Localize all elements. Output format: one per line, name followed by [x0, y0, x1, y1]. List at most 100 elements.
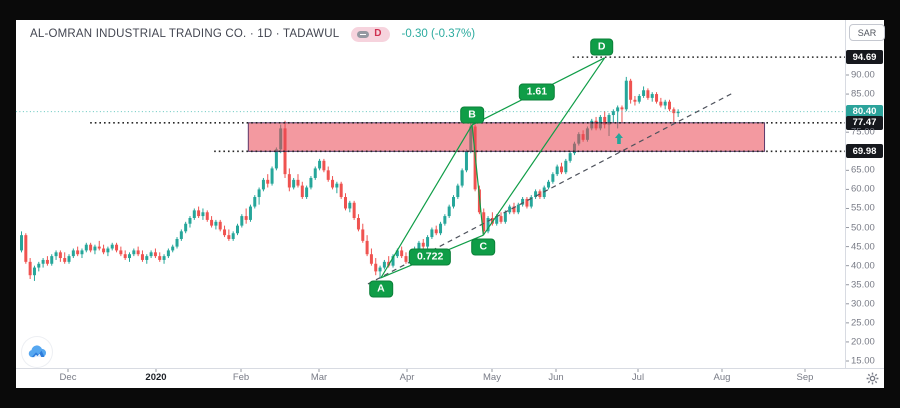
price-tick-label: 55.00 — [851, 202, 875, 214]
price-level-label: 77.47 — [846, 115, 883, 130]
candle-body — [551, 174, 555, 182]
price-scale-separator — [845, 20, 846, 368]
candle-body — [352, 202, 356, 218]
candle-body — [257, 189, 261, 198]
candle-body — [421, 242, 425, 247]
candle-body — [495, 216, 499, 224]
candle-body — [89, 244, 93, 251]
price-tick-label: 65.00 — [851, 164, 875, 176]
candle-body — [603, 116, 607, 125]
candle-body — [404, 256, 408, 262]
candle-body — [356, 217, 360, 230]
trendline-dashed[interactable] — [367, 92, 734, 285]
pattern-point-label-C[interactable]: C — [471, 238, 496, 256]
candle-body — [140, 254, 144, 260]
candle-body — [400, 250, 404, 257]
candle-body — [274, 149, 278, 169]
candle-body — [97, 246, 101, 249]
candle-body — [37, 263, 41, 268]
candle-body — [32, 267, 36, 276]
candle-body — [426, 237, 430, 247]
pattern-line-BC[interactable] — [471, 124, 484, 236]
pattern-line-AB[interactable] — [380, 124, 473, 279]
candle-body — [382, 261, 386, 268]
candle-body — [568, 153, 572, 161]
symbol-title: AL-OMRAN INDUSTRIAL TRADING CO. · 1D · T… — [30, 28, 340, 40]
candle-body — [197, 210, 201, 217]
candle-body — [369, 254, 373, 264]
candle-body — [45, 259, 49, 264]
price-tick-label: 15.00 — [851, 355, 875, 367]
candle-body — [287, 174, 291, 188]
candle-body — [335, 183, 339, 188]
candle-body — [503, 212, 507, 222]
candle-body — [560, 166, 563, 173]
candle-body — [512, 206, 516, 213]
settings-gear-button[interactable] — [863, 371, 881, 385]
price-tick-label: 30.00 — [851, 298, 875, 310]
candle-body — [322, 160, 326, 171]
candle-body — [447, 206, 451, 217]
pattern-point-label-A[interactable]: A — [369, 280, 393, 298]
candle-body — [20, 235, 23, 251]
candle-body — [244, 216, 248, 220]
currency-button[interactable]: SAR — [849, 24, 885, 41]
time-label-Apr: Apr — [399, 372, 415, 383]
supply-zone-rectangle[interactable] — [247, 122, 766, 152]
candle-body — [248, 206, 252, 220]
pattern-point-label-D[interactable]: D — [589, 38, 614, 56]
candle-body — [637, 95, 641, 102]
arrow-up-marker — [614, 132, 623, 144]
minimize-icon — [357, 30, 370, 38]
tradingview-logo[interactable] — [22, 337, 52, 367]
candle-body — [115, 244, 119, 251]
candle-body — [365, 240, 369, 255]
candle-body — [292, 179, 296, 188]
candle-body — [210, 219, 214, 226]
indicator-toggle-pill[interactable]: D — [351, 26, 390, 42]
candle-body — [266, 179, 270, 184]
pattern-ratio-label[interactable]: 1.61 — [518, 83, 556, 101]
candle-body — [145, 256, 149, 260]
candle-body — [261, 179, 265, 190]
candle-body — [63, 258, 67, 262]
candle-body — [175, 238, 179, 247]
pattern-ratio-label[interactable]: 0.722 — [409, 248, 452, 266]
time-label-Mar: Mar — [310, 372, 328, 383]
price-tick-label: 90.00 — [851, 69, 875, 81]
price-tick-label: 20.00 — [851, 336, 875, 348]
candle-body — [76, 250, 80, 255]
price-tick-label: 60.00 — [851, 183, 875, 195]
candle-body — [655, 94, 659, 102]
pattern-point-label-B[interactable]: B — [460, 106, 484, 124]
candle-body — [434, 229, 438, 234]
candle-body — [378, 267, 382, 272]
pattern-line-CD[interactable] — [482, 57, 606, 236]
candle-body — [188, 217, 192, 224]
candle-body — [564, 160, 568, 173]
candle-body — [58, 252, 62, 259]
candle-body — [521, 198, 525, 205]
candle-body — [110, 244, 114, 249]
candle-body — [607, 115, 611, 125]
price-tick-label: 35.00 — [851, 279, 875, 291]
price-level-label: 94.69 — [846, 50, 883, 65]
candle-body — [642, 90, 646, 96]
candle-body — [179, 231, 183, 239]
candle-body — [439, 223, 443, 234]
candle-body — [102, 248, 106, 253]
candle-body — [227, 235, 231, 239]
time-scale-separator — [16, 368, 884, 369]
candle-body — [508, 206, 512, 213]
time-label-Dec: Dec — [59, 372, 77, 383]
candle-body — [296, 179, 300, 186]
candle-body — [184, 223, 188, 232]
price-tick-label: 75.00 — [851, 126, 875, 138]
candle-body — [534, 191, 538, 198]
candle-body — [300, 185, 304, 198]
candle-body — [659, 101, 663, 106]
candle-body — [41, 259, 45, 264]
candle-body — [611, 111, 615, 116]
